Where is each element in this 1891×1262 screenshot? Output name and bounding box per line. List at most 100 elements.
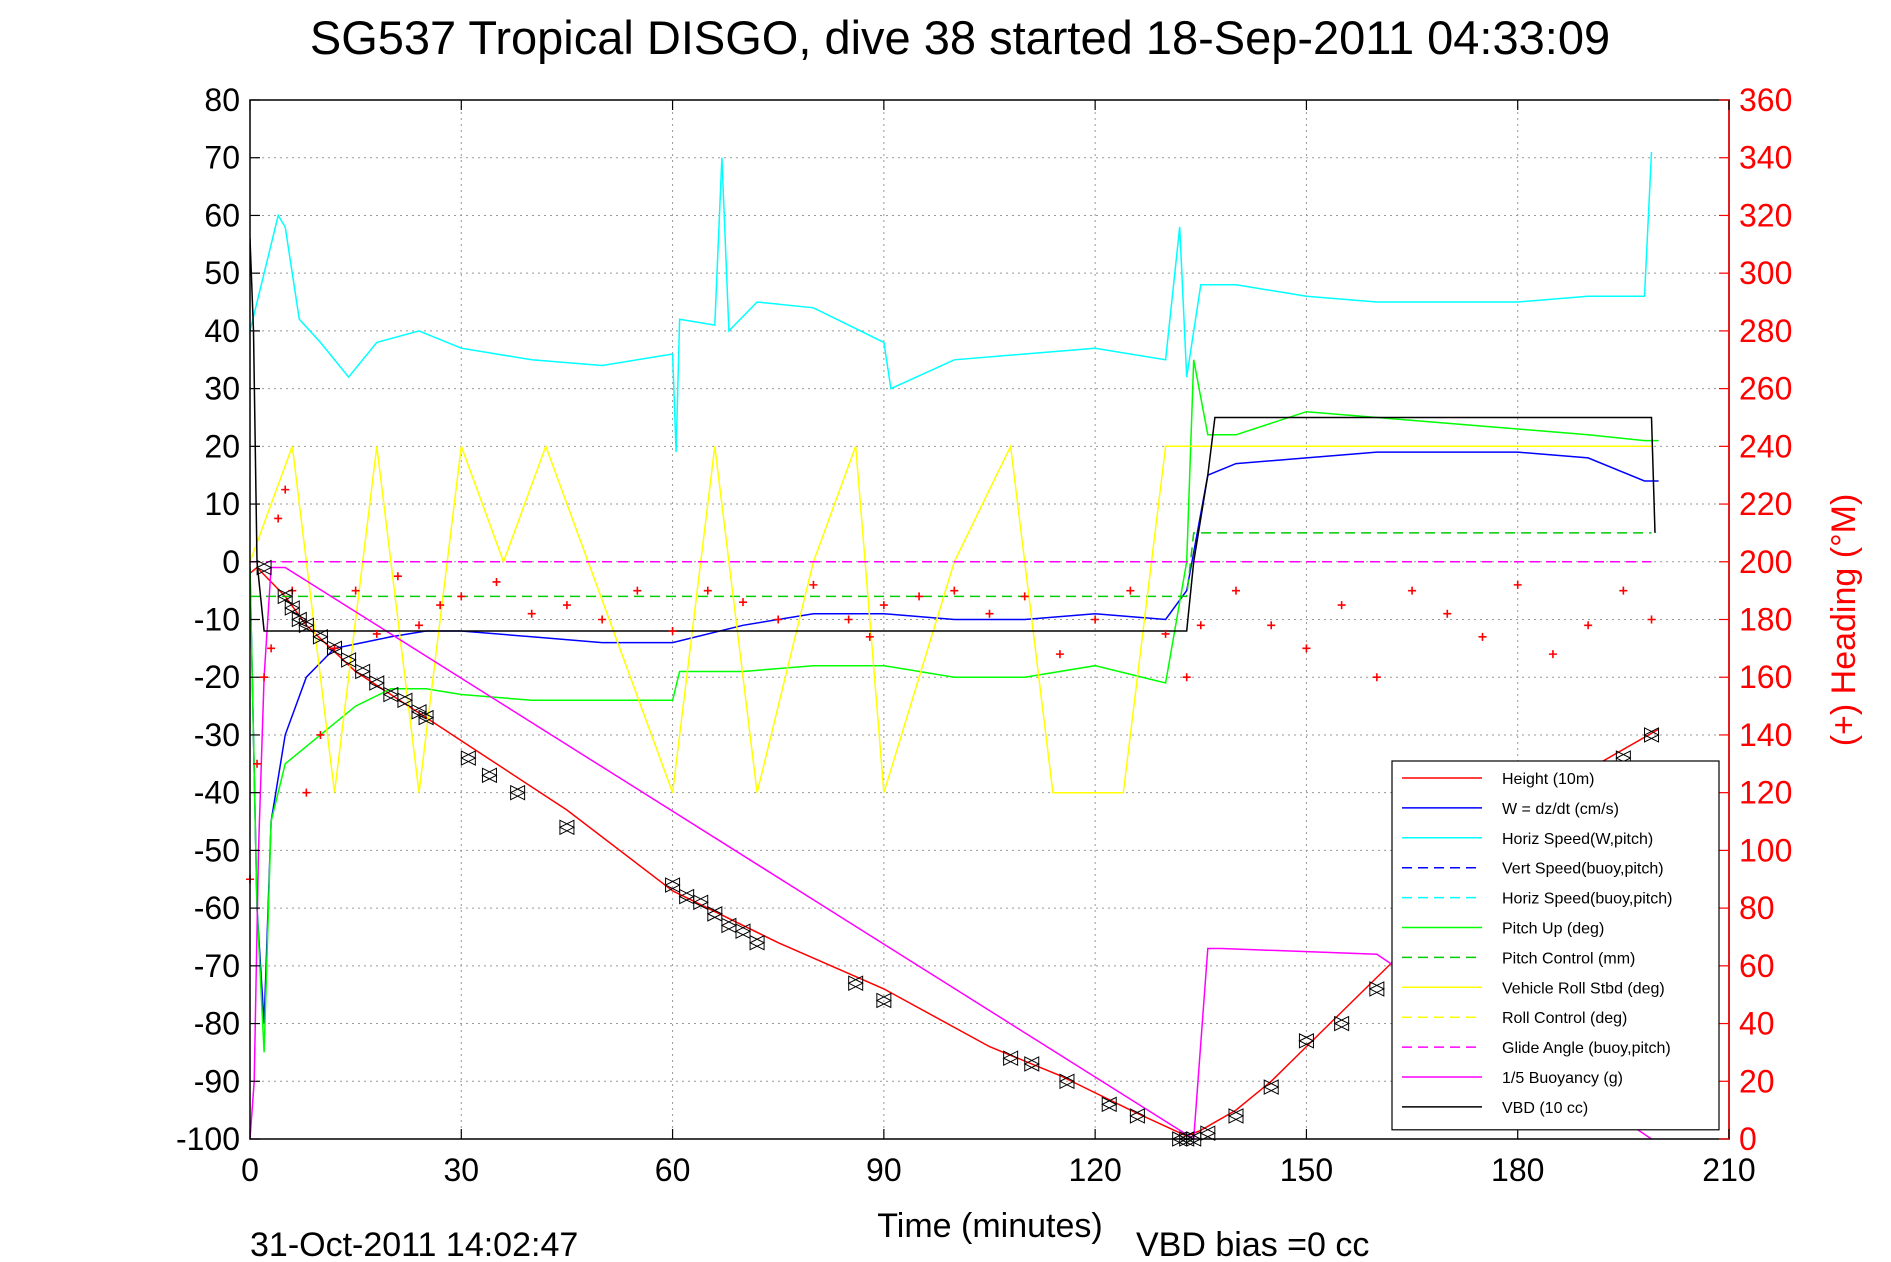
heading-point bbox=[1267, 621, 1276, 630]
heading-point bbox=[1443, 609, 1452, 618]
heading-point bbox=[844, 615, 853, 624]
legend-entry: Height (10m) bbox=[1502, 771, 1594, 788]
right-y-tick-label: 120 bbox=[1739, 775, 1792, 811]
height-marker bbox=[417, 709, 435, 726]
height-marker bbox=[312, 629, 329, 645]
heading-point bbox=[415, 621, 424, 630]
heading-point bbox=[633, 586, 642, 595]
chart-title: SG537 Tropical DISGO, dive 38 started 18… bbox=[310, 11, 1610, 64]
height-marker bbox=[284, 600, 301, 616]
x-axis-ticks: 0 30 60 90 120 150 180 210 bbox=[241, 100, 1756, 1188]
height-marker bbox=[1333, 1015, 1350, 1032]
height-marker bbox=[1002, 1050, 1019, 1066]
y-tick-label: -40 bbox=[194, 775, 240, 811]
heading-point bbox=[1196, 621, 1205, 630]
heading-point bbox=[703, 586, 712, 595]
right-y-tick-label: 100 bbox=[1739, 832, 1792, 868]
right-y-tick-label: 220 bbox=[1739, 486, 1792, 522]
height-marker bbox=[875, 992, 892, 1009]
height-marker bbox=[1023, 1056, 1040, 1072]
legend-entry: Pitch Up (deg) bbox=[1502, 921, 1604, 938]
height-marker bbox=[368, 675, 385, 691]
height-marker bbox=[277, 588, 294, 605]
height-marker bbox=[1199, 1125, 1216, 1142]
plot-area bbox=[246, 151, 1660, 1147]
legend-entry: Vehicle Roll Stbd (deg) bbox=[1502, 980, 1665, 997]
heading-point bbox=[1548, 650, 1557, 659]
heading-point bbox=[1647, 615, 1656, 624]
y-tick-label: 30 bbox=[204, 371, 240, 407]
heading-point bbox=[1584, 621, 1593, 630]
y-tick-label: 10 bbox=[204, 486, 240, 522]
series-line-1 bbox=[250, 451, 1659, 1024]
right-y-tick-label: 360 bbox=[1739, 82, 1792, 118]
right-y-tick-label: 80 bbox=[1739, 890, 1775, 926]
series-line-11 bbox=[250, 238, 1656, 632]
height-marker bbox=[298, 617, 315, 634]
legend-entry: W = dz/dt (cm/s) bbox=[1502, 801, 1619, 818]
y-tick-label: 0 bbox=[222, 544, 240, 580]
y-tick-label: -60 bbox=[194, 890, 240, 926]
legend-entry: Horiz Speed(buoy,pitch) bbox=[1502, 891, 1672, 908]
height-marker bbox=[460, 750, 477, 766]
height-marker bbox=[1227, 1108, 1245, 1124]
right-y-tick-label: 200 bbox=[1739, 544, 1792, 580]
right-y-tick-label: 40 bbox=[1739, 1006, 1775, 1042]
y-axis-ticks: -100-90-80-70-60-50-40-30-20-10010203040… bbox=[176, 82, 260, 1157]
heading-point bbox=[393, 572, 402, 581]
height-marker bbox=[396, 692, 414, 709]
series-line-6 bbox=[250, 532, 1652, 598]
marker-layer bbox=[255, 559, 1660, 1147]
x-tick-label: 0 bbox=[241, 1152, 259, 1188]
right-y-tick-label: 20 bbox=[1739, 1063, 1775, 1099]
legend-entry: Vert Speed(buoy,pitch) bbox=[1502, 861, 1664, 878]
heading-point bbox=[372, 629, 381, 638]
y-tick-label: -90 bbox=[194, 1063, 240, 1099]
legend-entry: Pitch Control (mm) bbox=[1502, 950, 1635, 967]
height-marker bbox=[255, 559, 273, 576]
heading-point bbox=[1232, 586, 1240, 595]
y-tick-label: 60 bbox=[204, 197, 240, 233]
height-marker bbox=[1101, 1096, 1118, 1113]
x-tick-label: 90 bbox=[866, 1152, 902, 1188]
heading-point bbox=[915, 592, 924, 601]
right-y-axis-label: (+) Heading (°M) bbox=[1825, 494, 1863, 747]
heading-point bbox=[598, 615, 607, 624]
right-y-tick-label: 280 bbox=[1739, 313, 1792, 349]
x-tick-label: 30 bbox=[443, 1152, 479, 1188]
heading-point bbox=[950, 586, 959, 595]
right-y-tick-label: 260 bbox=[1739, 371, 1792, 407]
x-tick-label: 60 bbox=[655, 1152, 691, 1188]
right-y-tick-label: 160 bbox=[1739, 659, 1792, 695]
heading-point bbox=[1161, 629, 1170, 638]
x-tick-label: 150 bbox=[1280, 1152, 1333, 1188]
heading-point bbox=[436, 601, 445, 610]
heading-point bbox=[316, 730, 325, 739]
right-y-tick-label: 180 bbox=[1739, 602, 1792, 638]
heading-point bbox=[985, 609, 994, 618]
heading-point bbox=[1055, 650, 1064, 659]
vbd-bias-footer: VBD bias =0 cc bbox=[1136, 1226, 1369, 1262]
right-y-tick-label: 240 bbox=[1739, 428, 1792, 464]
height-marker bbox=[847, 975, 864, 991]
x-tick-label: 120 bbox=[1068, 1152, 1121, 1188]
heading-point bbox=[562, 601, 571, 610]
heading-point bbox=[492, 577, 501, 586]
heading-point bbox=[1372, 673, 1381, 682]
heading-point bbox=[527, 609, 536, 618]
height-marker bbox=[509, 784, 526, 801]
height-marker bbox=[706, 906, 723, 922]
y-tick-label: 40 bbox=[204, 313, 240, 349]
heading-point bbox=[809, 580, 818, 589]
heading-point bbox=[302, 788, 311, 797]
heading-point bbox=[351, 586, 360, 595]
height-marker bbox=[354, 663, 371, 680]
height-marker bbox=[1298, 1033, 1315, 1049]
legend: Height (10m) W = dz/dt (cm/s) Horiz Speed(… bbox=[1391, 760, 1720, 1131]
legend-box bbox=[1391, 760, 1720, 1131]
height-marker bbox=[748, 934, 766, 951]
right-y-tick-label: 140 bbox=[1739, 717, 1792, 753]
heading-point bbox=[1478, 632, 1487, 641]
x-axis-label: Time (minutes) bbox=[877, 1207, 1102, 1245]
